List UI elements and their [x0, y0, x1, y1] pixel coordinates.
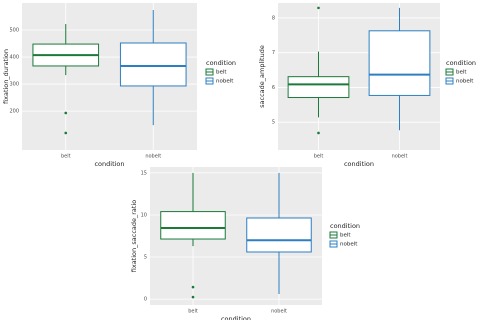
- x-axis-label: condition: [221, 315, 251, 320]
- x-tick-label: belt: [314, 154, 324, 160]
- x-tick-label: belt: [61, 154, 71, 160]
- legend-title: condition: [330, 222, 360, 230]
- y-axis-label: fixation_saccade_ratio: [130, 200, 138, 273]
- legend-label: belt: [456, 70, 467, 76]
- box: [287, 76, 350, 99]
- x-axis-label: condition: [94, 160, 124, 168]
- outlier: [317, 131, 320, 135]
- legend-title: condition: [206, 59, 236, 67]
- x-tick-label: nobelt: [145, 154, 161, 160]
- legend-label: nobelt: [340, 242, 358, 248]
- y-tick-label: 300: [9, 82, 19, 88]
- y-axis-label: saccade_amplitude: [258, 45, 266, 108]
- legend-label: belt: [340, 233, 351, 239]
- x-tick-label: nobelt: [271, 309, 287, 315]
- y-tick-label: 500: [9, 28, 19, 34]
- y-tick-label: 200: [9, 109, 19, 115]
- outlier: [64, 111, 68, 115]
- y-tick-label: 7: [272, 50, 275, 56]
- box: [368, 30, 431, 96]
- box: [246, 217, 312, 253]
- outlier: [317, 6, 320, 10]
- y-tick-label: 5: [272, 120, 275, 126]
- legend-label: nobelt: [216, 79, 234, 85]
- y-tick-label: 6: [272, 85, 275, 91]
- y-tick-label: 15: [141, 170, 147, 176]
- legend-title: condition: [446, 59, 476, 67]
- outlier: [64, 131, 68, 135]
- y-tick-label: 400: [9, 55, 19, 61]
- legend-label: nobelt: [456, 79, 474, 85]
- x-tick-label: nobelt: [392, 154, 408, 160]
- legend-label: belt: [216, 70, 227, 76]
- box: [119, 42, 187, 87]
- box: [160, 211, 226, 240]
- y-tick-label: 5: [144, 255, 147, 261]
- outlier: [191, 295, 195, 299]
- y-axis-label: fixation_duration: [2, 49, 10, 104]
- y-tick-label: 10: [141, 212, 147, 218]
- x-axis-label: condition: [344, 160, 374, 168]
- y-tick-label: 8: [272, 15, 275, 21]
- outlier: [191, 285, 195, 289]
- y-tick-label: 0: [144, 297, 147, 303]
- x-tick-label: belt: [188, 309, 198, 315]
